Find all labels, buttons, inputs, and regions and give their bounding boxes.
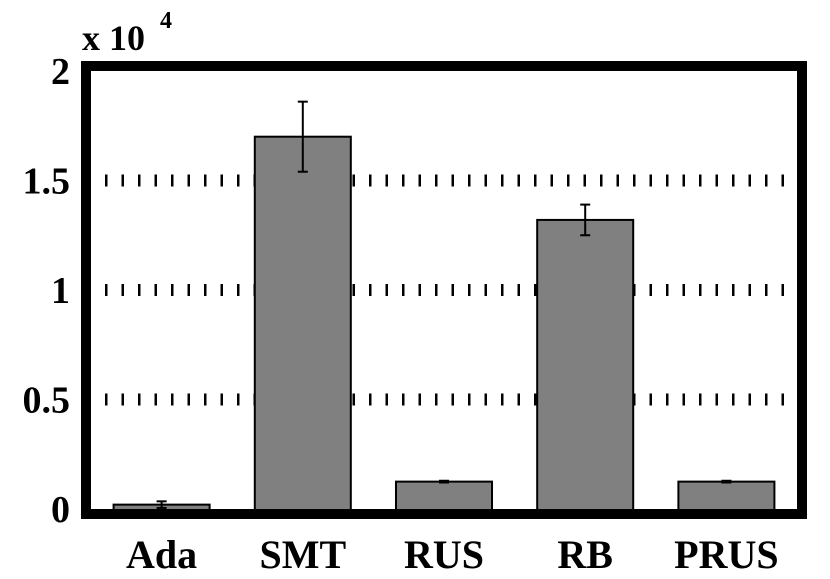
plot-frame bbox=[81, 61, 807, 519]
x-tick-label-smt: SMT bbox=[259, 532, 346, 577]
bar-rus bbox=[394, 480, 494, 512]
error-bars bbox=[156, 100, 732, 509]
y-multiplier-exponent: 4 bbox=[160, 8, 172, 34]
bar-smt bbox=[253, 135, 352, 512]
y-tick-label: 0.5 bbox=[23, 380, 71, 422]
x-tick-labels: Ada SMT RUS RB PRUS bbox=[126, 532, 779, 577]
y-tick-label: 1 bbox=[51, 270, 70, 312]
x-tick-label-prus: PRUS bbox=[674, 532, 778, 577]
y-tick-labels: 0 0.5 1 1.5 2 bbox=[23, 51, 71, 531]
y-tick-label: 0 bbox=[51, 489, 70, 531]
bars bbox=[112, 135, 776, 512]
bar-rb bbox=[536, 218, 635, 512]
x-tick-label-ada: Ada bbox=[126, 532, 197, 577]
bar-prus bbox=[677, 480, 776, 512]
y-multiplier-label: x 10 bbox=[82, 18, 145, 58]
x-tick-label-rb: RB bbox=[557, 532, 613, 577]
x-tick-label-rus: RUS bbox=[404, 532, 484, 577]
grid-lines bbox=[105, 174, 793, 406]
y-tick-label: 1.5 bbox=[23, 161, 71, 203]
y-tick-label: 2 bbox=[51, 51, 70, 93]
